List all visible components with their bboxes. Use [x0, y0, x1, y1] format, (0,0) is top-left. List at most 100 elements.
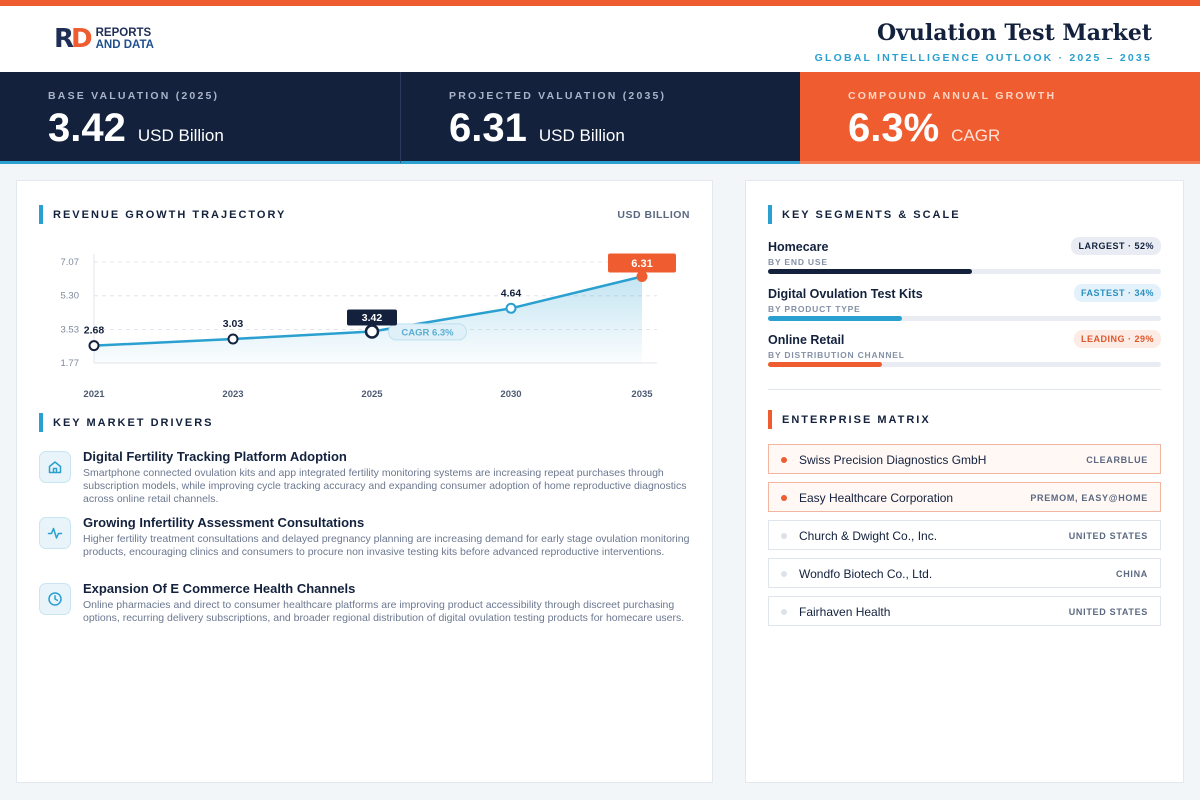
segment-bar-fill — [768, 316, 902, 321]
chart-x-ticks: 2021 2023 2025 2030 2035 — [83, 389, 653, 400]
cagr-pill-group: CAGR 6.3% — [388, 323, 467, 341]
data-point — [636, 270, 648, 282]
cagr-pill — [388, 323, 467, 341]
driver-description: Smartphone connected ovulation kits and … — [83, 467, 687, 505]
kpi-row: BASE VALUATION (2025) 3.42 USD Billion P… — [0, 72, 1200, 164]
enterprise-dot — [781, 457, 787, 463]
chart-y-ticks: 1.77 3.53 5.30 7.07 — [61, 257, 80, 369]
drivers-section-header: KEY MARKET DRIVERS — [39, 413, 213, 432]
enterprise-row[interactable]: Church & Dwight Co., Inc. UNITED STATES — [768, 520, 1161, 550]
logo-mark-r: R — [54, 24, 74, 54]
segments-section-header: KEY SEGMENTS & SCALE — [768, 205, 961, 224]
right-panel: KEY SEGMENTS & SCALE Homecare BY END USE… — [745, 180, 1184, 783]
enterprise-name: Wondfo Biotech Co., Ltd. — [799, 567, 933, 581]
logo-line-1: REPORTS — [95, 27, 152, 39]
driver-description: Higher fertility treatment consultations… — [83, 533, 690, 558]
home-icon — [39, 451, 71, 483]
enterprise-name: Church & Dwight Co., Inc. — [799, 529, 938, 543]
enterprise-section-title: ENTERPRISE MATRIX — [782, 413, 931, 426]
enterprise-dot — [781, 533, 787, 539]
brand-logo[interactable]: RD REPORTS AND DATA — [54, 26, 154, 52]
section-accent-bar — [39, 413, 43, 432]
chart-points: 2.68 3.03 3.42 4.64 6.31 — [84, 253, 676, 352]
pulse-icon — [39, 517, 71, 549]
segment-bar-fill — [768, 269, 973, 274]
left-panel: REVENUE GROWTH TRAJECTORY USD BILLION CA… — [16, 180, 713, 783]
segment-bar-track — [768, 362, 1161, 367]
data-label: 6.31 — [631, 258, 652, 270]
segment-category: BY PRODUCT TYPE — [768, 304, 861, 314]
data-label-box — [608, 253, 676, 273]
kpi-value: 3.42 — [48, 106, 126, 150]
section-accent-bar — [768, 205, 772, 224]
section-accent-bar — [39, 205, 43, 224]
segment-name: Digital Ovulation Test Kits — [768, 287, 923, 301]
logo-mark: RD — [54, 24, 93, 54]
segment-category: BY DISTRIBUTION CHANNEL — [768, 350, 905, 360]
driver-title: Digital Fertility Tracking Platform Adop… — [83, 449, 347, 464]
kpi-label: BASE VALUATION (2025) — [48, 90, 220, 102]
logo-mark-d: D — [71, 24, 93, 54]
kpi-value: 6.31 — [449, 106, 527, 150]
data-point — [88, 340, 100, 352]
logo-line-2: AND DATA — [95, 39, 154, 51]
x-tick-label: 2023 — [222, 389, 243, 400]
kpi-cagr: COMPOUND ANNUAL GROWTH 6.3% CAGR — [800, 72, 1200, 164]
segments-section-title: KEY SEGMENTS & SCALE — [782, 208, 961, 221]
kpi-projected-valuation: PROJECTED VALUATION (2035) 6.31 USD Bill… — [400, 72, 800, 164]
segment-bar-track — [768, 269, 1161, 274]
enterprise-tag: CLEARBLUE — [1086, 455, 1148, 465]
page-title: Ovulation Test Market — [876, 20, 1152, 46]
segment-badge: FASTEST · 34% — [1073, 284, 1161, 302]
y-tick-label: 1.77 — [61, 358, 80, 369]
enterprise-tag: UNITED STATES — [1068, 531, 1148, 541]
y-tick-label: 5.30 — [61, 291, 80, 302]
enterprise-dot — [781, 571, 787, 577]
enterprise-name: Swiss Precision Diagnostics GmbH — [799, 453, 987, 467]
driver-title: Expansion Of E Commerce Health Channels — [83, 581, 356, 596]
title-block: Ovulation Test Market GLOBAL INTELLIGENC… — [815, 20, 1152, 64]
data-label: 2.68 — [84, 325, 105, 337]
kpi-value: 6.3% — [848, 106, 940, 150]
page-header: RD REPORTS AND DATA Ovulation Test Marke… — [0, 6, 1200, 72]
segment-badge: LARGEST · 52% — [1071, 237, 1161, 255]
enterprise-row[interactable]: Wondfo Biotech Co., Ltd. CHINA — [768, 558, 1161, 588]
segment-badge: LEADING · 29% — [1073, 330, 1161, 348]
kpi-base-valuation: BASE VALUATION (2025) 3.42 USD Billion — [0, 72, 400, 164]
segment-category: BY END USE — [768, 257, 828, 267]
revenue-section-title: REVENUE GROWTH TRAJECTORY — [53, 208, 287, 221]
enterprise-row[interactable]: Fairhaven Health UNITED STATES — [768, 596, 1161, 626]
logo-text: REPORTS AND DATA — [96, 27, 154, 51]
x-tick-label: 2035 — [631, 389, 653, 400]
kpi-unit: USD Billion — [137, 126, 224, 145]
section-divider — [768, 389, 1161, 390]
revenue-line-chart: CAGR 6.3% 2.68 3.03 3.42 4.64 6.31 1.77 3.53 5… — [61, 253, 676, 400]
data-point — [364, 324, 380, 339]
segment-bar-track — [768, 316, 1161, 321]
enterprise-tag: PREMOM, EASY@HOME — [1030, 493, 1148, 503]
x-tick-label: 2030 — [500, 389, 521, 400]
enterprise-row[interactable]: Easy Healthcare Corporation PREMOM, EASY… — [768, 482, 1161, 512]
top-accent-bar — [0, 0, 1200, 6]
enterprise-dot — [781, 495, 787, 501]
data-point — [227, 333, 239, 345]
driver-title: Growing Infertility Assessment Consultat… — [83, 515, 365, 530]
segment-name: Online Retail — [768, 333, 845, 347]
enterprise-tag: CHINA — [1116, 569, 1148, 579]
data-label: 3.03 — [223, 318, 244, 330]
chart-unit-label: USD BILLION — [617, 209, 690, 221]
driver-description: Online pharmacies and direct to consumer… — [83, 599, 685, 624]
data-label: 4.64 — [501, 287, 522, 299]
enterprise-name: Fairhaven Health — [799, 605, 891, 619]
cagr-pill-label: CAGR 6.3% — [401, 327, 454, 338]
enterprise-section-header: ENTERPRISE MATRIX — [768, 410, 931, 429]
enterprise-tag: UNITED STATES — [1068, 607, 1148, 617]
section-accent-bar — [768, 410, 772, 429]
kpi-unit: USD Billion — [538, 126, 625, 145]
enterprise-row[interactable]: Swiss Precision Diagnostics GmbH CLEARBL… — [768, 444, 1161, 474]
data-label: 3.42 — [362, 312, 383, 324]
segment-bar-fill — [768, 362, 882, 367]
drivers-section-title: KEY MARKET DRIVERS — [53, 416, 214, 429]
kpi-unit: CAGR — [951, 126, 1001, 145]
enterprise-name: Easy Healthcare Corporation — [799, 491, 954, 505]
